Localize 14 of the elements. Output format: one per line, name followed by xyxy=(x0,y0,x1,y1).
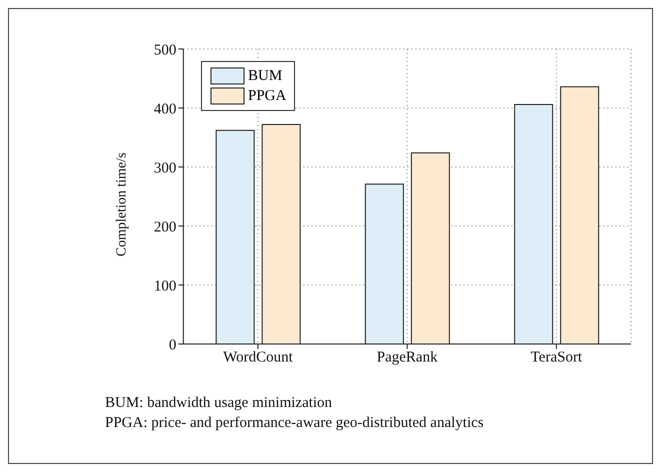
legend-label: PPGA xyxy=(248,87,286,106)
y-tick-label: 500 xyxy=(154,42,176,58)
x-tick-label: WordCount xyxy=(223,350,294,366)
y-axis-title: Completion time/s xyxy=(114,152,130,256)
legend-label: BUM xyxy=(248,67,282,86)
y-tick-label: 200 xyxy=(154,219,176,236)
y-tick-label: 100 xyxy=(154,278,176,294)
text: PPGA: price- and performance-aware geo-distributed analytics xyxy=(105,414,485,433)
y-tick-label: 300 xyxy=(154,160,176,176)
text: BUM: bandwidth usage minimization xyxy=(105,394,334,413)
x-tick-label: PageRank xyxy=(376,350,438,366)
x-tick-label: TeraSort xyxy=(530,350,583,366)
y-tick-label: 400 xyxy=(154,101,176,118)
y-tick-label: 0 xyxy=(168,337,176,354)
